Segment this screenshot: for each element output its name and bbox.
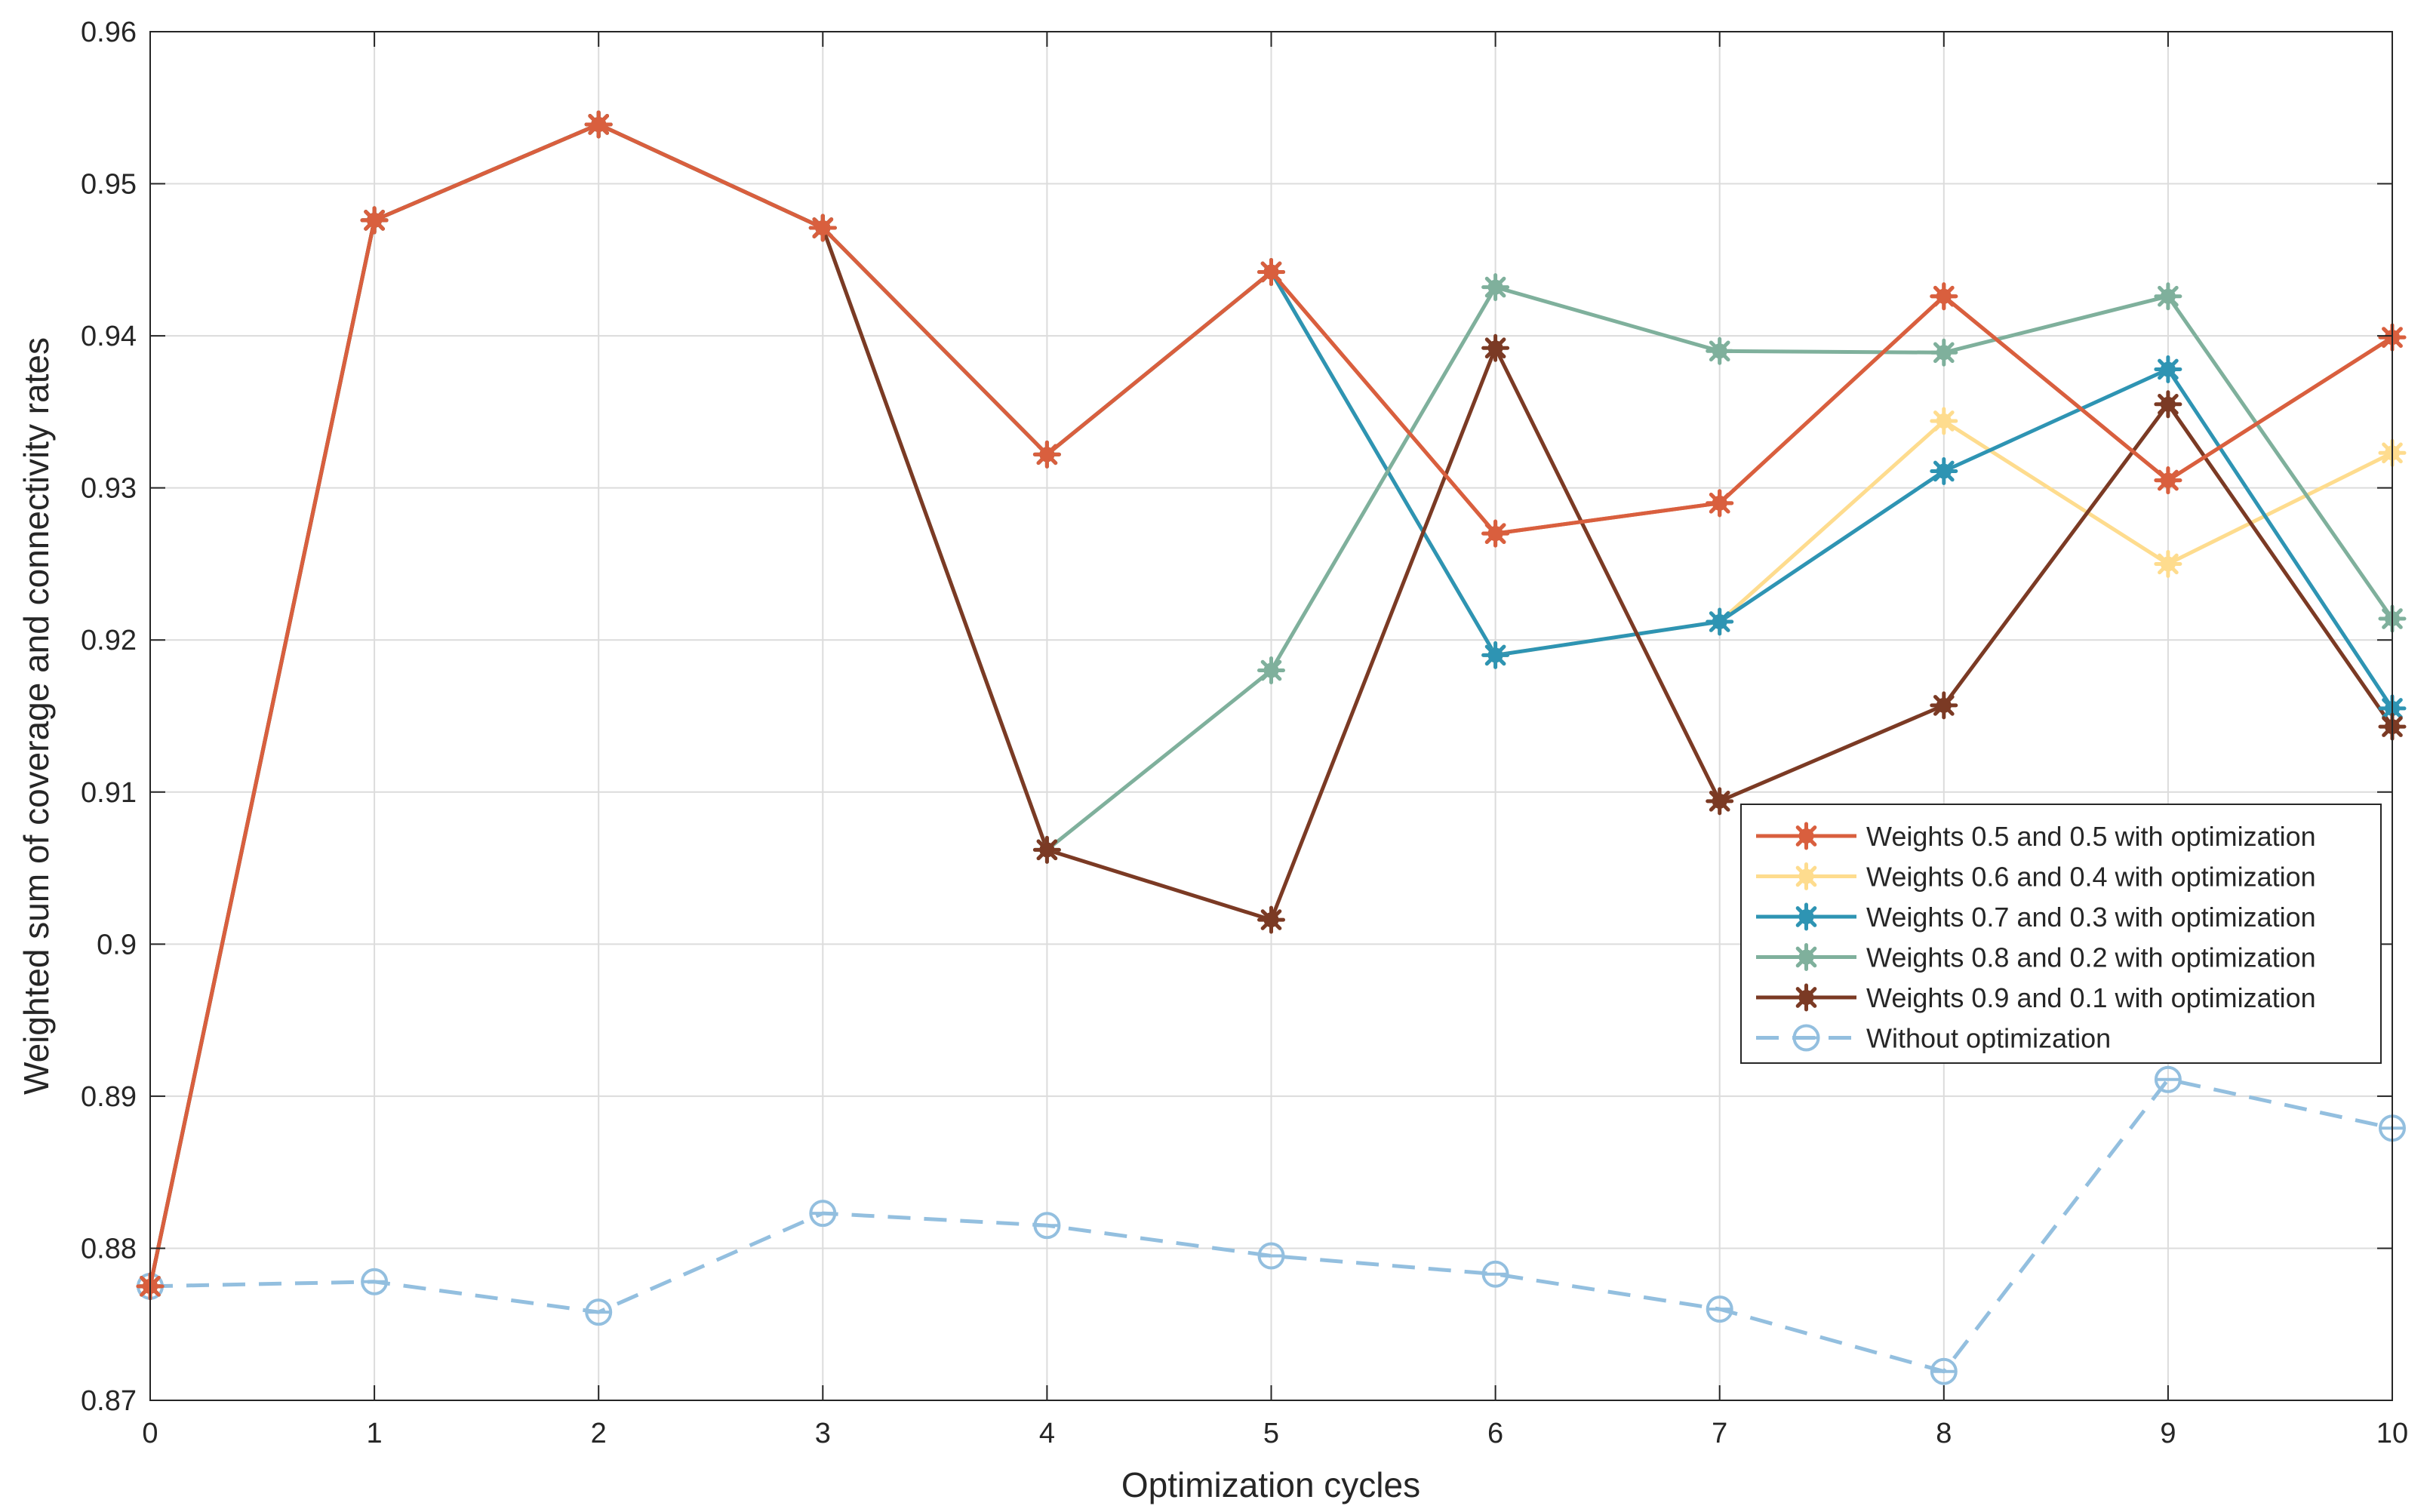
legend-marker bbox=[1792, 862, 1820, 890]
x-tick-label: 1 bbox=[367, 1418, 383, 1449]
y-tick-label: 0.95 bbox=[81, 169, 137, 201]
axis-ticks bbox=[149, 31, 2393, 1401]
x-tick-label: 6 bbox=[1487, 1418, 1503, 1449]
legend-label: Weights 0.7 and 0.3 with optimization bbox=[1866, 902, 2316, 933]
series-1-point-overlay bbox=[1032, 440, 1061, 469]
series-5-point bbox=[1481, 333, 1510, 362]
series-3-point bbox=[1930, 456, 1958, 485]
series-2-point bbox=[2154, 549, 2182, 578]
y-tick-label: 0.93 bbox=[81, 473, 137, 505]
x-tick-label: 7 bbox=[1712, 1418, 1727, 1449]
legend-item: Weights 0.8 and 0.2 with optimization bbox=[1756, 942, 2316, 973]
x-tick-label: 9 bbox=[2160, 1418, 2176, 1449]
series-2-point bbox=[1930, 407, 1958, 435]
x-axis-title: Optimization cycles bbox=[1121, 1465, 1420, 1504]
series-1-point-overlay bbox=[1930, 282, 1958, 311]
series-1-point-overlay bbox=[1481, 519, 1510, 548]
series-1-point-overlay bbox=[360, 206, 389, 235]
series-1-point-overlay bbox=[2154, 466, 2182, 495]
legend-item: Weights 0.5 and 0.5 with optimization bbox=[1756, 821, 2316, 852]
series-1-point-overlay bbox=[584, 110, 613, 139]
x-tick-labels: 0 1 2 3 4 5 6 7 8 9 10 bbox=[142, 1418, 2408, 1449]
x-tick-label: 2 bbox=[591, 1418, 607, 1449]
series-5-point bbox=[1032, 835, 1061, 864]
series-5-point bbox=[1257, 905, 1285, 934]
x-tick-label: 4 bbox=[1039, 1418, 1055, 1449]
legend: Weights 0.5 and 0.5 with optimization Wei… bbox=[1740, 804, 2382, 1064]
series-1-point-overlay bbox=[1257, 257, 1285, 286]
series-3-point bbox=[1481, 641, 1510, 669]
y-axis-title: Weighted sum of coverage and connectivit… bbox=[17, 337, 56, 1095]
x-tick-label: 8 bbox=[1936, 1418, 1952, 1449]
legend-marker bbox=[1792, 822, 1820, 850]
series-4-point bbox=[1257, 656, 1285, 685]
legend-label: Weights 0.8 and 0.2 with optimization bbox=[1866, 942, 2316, 973]
series-5-point bbox=[2154, 390, 2182, 419]
legend-marker bbox=[1792, 902, 1820, 931]
legend-label: Weights 0.9 and 0.1 with optimization bbox=[1866, 982, 2316, 1013]
x-tick-label: 5 bbox=[1263, 1418, 1279, 1449]
series-4-point bbox=[2154, 282, 2182, 311]
series-5-point bbox=[1706, 787, 1734, 816]
x-tick-label: 3 bbox=[815, 1418, 831, 1449]
series-4-point bbox=[1930, 338, 1958, 367]
series-1-point-overlay bbox=[808, 214, 837, 242]
legend-item: Without optimization bbox=[1756, 1023, 2111, 1054]
legend-label: Without optimization bbox=[1866, 1023, 2111, 1054]
x-tick-label: 10 bbox=[2376, 1418, 2408, 1449]
y-tick-label: 0.88 bbox=[81, 1233, 137, 1265]
legend-item: Weights 0.6 and 0.4 with optimization bbox=[1756, 862, 2316, 893]
legend-box bbox=[1740, 804, 2382, 1064]
series-line-6 bbox=[149, 1077, 2393, 1374]
legend-label: Weights 0.6 and 0.4 with optimization bbox=[1866, 862, 2316, 893]
legend-label: Weights 0.5 and 0.5 with optimization bbox=[1866, 821, 2316, 852]
y-tick-label: 0.9 bbox=[97, 929, 137, 960]
series-5-point bbox=[1930, 691, 1958, 720]
legend-item: Weights 0.7 and 0.3 with optimization bbox=[1756, 902, 2316, 933]
y-tick-label: 0.87 bbox=[81, 1385, 137, 1417]
series-3-point bbox=[1706, 607, 1734, 636]
series-3-point bbox=[2154, 355, 2182, 383]
legend-marker bbox=[1792, 943, 1820, 971]
legend-marker bbox=[1792, 983, 1820, 1012]
y-tick-label: 0.89 bbox=[81, 1081, 137, 1113]
legend-item: Weights 0.9 and 0.1 with optimization bbox=[1756, 982, 2316, 1013]
series-4-point bbox=[1481, 273, 1510, 302]
series-1-point-overlay bbox=[1706, 489, 1734, 518]
y-tick-labels: 0.87 0.88 0.89 0.9 0.91 0.92 0.93 0.94 0.95 0.96 bbox=[81, 17, 137, 1417]
y-tick-label: 0.91 bbox=[81, 777, 137, 809]
y-tick-label: 0.92 bbox=[81, 625, 137, 656]
y-tick-label: 0.96 bbox=[81, 17, 137, 48]
x-tick-label: 0 bbox=[142, 1418, 158, 1449]
series-4-point bbox=[1706, 337, 1734, 365]
y-tick-label: 0.94 bbox=[81, 321, 137, 352]
